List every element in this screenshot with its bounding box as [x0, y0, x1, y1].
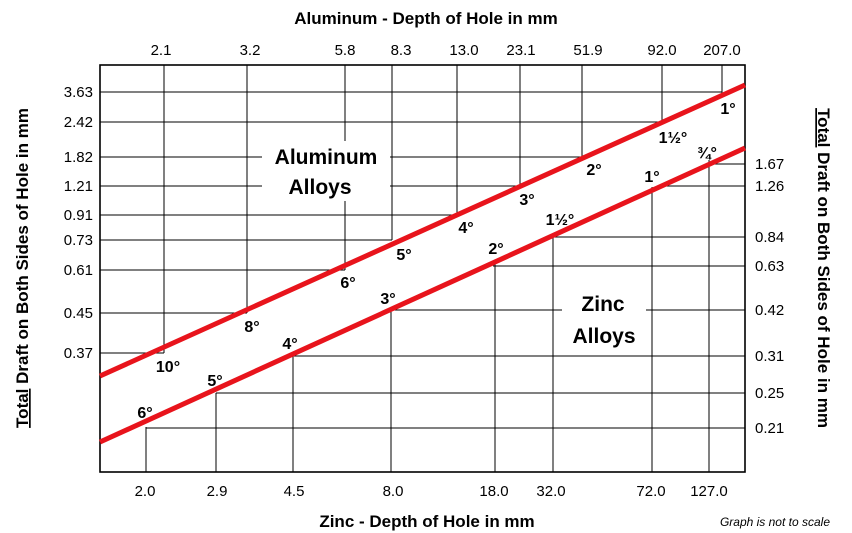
top-tick-label: 13.0 [449, 42, 478, 59]
bottom-tick-label: 4.5 [284, 483, 305, 500]
zinc-label-box [562, 284, 646, 350]
top-tick-label: 3.2 [240, 42, 261, 59]
left-axis-title-emphasis: Total [13, 389, 32, 428]
left-tick-label: 0.61 [64, 262, 93, 279]
aluminum-angle-label: 3° [519, 192, 534, 209]
bottom-tick-label: 18.0 [479, 483, 508, 500]
right-tick-label: 0.31 [755, 348, 784, 365]
aluminum-angle-label: 10° [156, 359, 180, 376]
bottom-tick-label: 2.0 [135, 483, 156, 500]
zinc-angle-label: 3° [380, 291, 395, 308]
zinc-angle-label: 4° [282, 336, 297, 353]
aluminum-label-line2: Alloys [288, 176, 351, 199]
top-tick-label: 92.0 [647, 42, 676, 59]
bottom-tick-label: 2.9 [207, 483, 228, 500]
aluminum-angle-label: 8° [244, 319, 259, 336]
aluminum-angle-label: 5° [396, 247, 411, 264]
plot-frame [99, 64, 746, 473]
right-tick-label: 1.67 [755, 156, 784, 173]
right-tick-label: 0.42 [755, 302, 784, 319]
zinc-label-line2: Alloys [572, 325, 635, 348]
zinc-angle-label: 5° [207, 373, 222, 390]
aluminum-alloys-line [98, 82, 747, 379]
zinc-angle-label: 1½° [546, 212, 575, 229]
zinc-alloys-line [98, 145, 747, 445]
left-axis-ticks: 3.63 2.42 1.82 1.21 0.91 0.73 0.61 0.45 … [64, 84, 93, 362]
top-tick-label: 207.0 [703, 42, 741, 59]
bottom-tick-label: 8.0 [383, 483, 404, 500]
right-axis-title: Total Draft on Both Sides of Hole in mm [814, 108, 833, 428]
aluminum-angle-label: 6° [340, 275, 355, 292]
top-tick-label: 5.8 [335, 42, 356, 59]
aluminum-angle-label: 1½° [659, 130, 688, 147]
left-tick-label: 0.91 [64, 207, 93, 224]
right-tick-label: 0.63 [755, 258, 784, 275]
bottom-axis-title: Zinc - Depth of Hole in mm [319, 512, 534, 531]
right-tick-label: 0.25 [755, 385, 784, 402]
right-axis-title-rest: Draft on Both Sides of Hole in mm [814, 147, 833, 428]
bottom-tick-label: 32.0 [536, 483, 565, 500]
aluminum-label-box [262, 141, 390, 201]
right-axis-title-emphasis: Total [814, 108, 833, 147]
bottom-tick-label: 127.0 [690, 483, 728, 500]
top-tick-label: 8.3 [391, 42, 412, 59]
aluminum-angle-label: 2° [586, 162, 601, 179]
zinc-angle-label: 2° [488, 241, 503, 258]
zinc-angle-label: 1° [644, 169, 659, 186]
left-axis-title: Total Draft on Both Sides of Hole in mm [13, 108, 32, 428]
zinc-angle-label: ¾° [697, 145, 717, 162]
left-tick-label: 2.42 [64, 114, 93, 131]
left-tick-label: 1.82 [64, 149, 93, 166]
aluminum-angle-label: 4° [458, 220, 473, 237]
right-axis-ticks: 1.67 1.26 0.84 0.63 0.42 0.31 0.25 0.21 [755, 156, 784, 437]
top-tick-label: 2.1 [151, 42, 172, 59]
top-axis-ticks: 2.1 3.2 5.8 8.3 13.0 23.1 51.9 92.0 207.… [151, 42, 741, 59]
left-tick-label: 3.63 [64, 84, 93, 101]
right-tick-label: 1.26 [755, 178, 784, 195]
scale-note: Graph is not to scale [720, 515, 830, 529]
aluminum-angle-label: 1° [720, 101, 735, 118]
left-axis-title-rest: Draft on Both Sides of Hole in mm [13, 108, 32, 389]
top-tick-label: 51.9 [573, 42, 602, 59]
left-tick-label: 0.73 [64, 232, 93, 249]
bottom-tick-label: 72.0 [636, 483, 665, 500]
aluminum-label-line1: Aluminum [275, 146, 378, 169]
zinc-label-line1: Zinc [581, 293, 624, 316]
zinc-angle-label: 6° [137, 405, 152, 422]
left-tick-label: 0.45 [64, 305, 93, 322]
top-tick-label: 23.1 [506, 42, 535, 59]
right-tick-label: 0.84 [755, 229, 784, 246]
left-tick-label: 1.21 [64, 178, 93, 195]
left-tick-label: 0.37 [64, 345, 93, 362]
right-tick-label: 0.21 [755, 420, 784, 437]
top-axis-title: Aluminum - Depth of Hole in mm [294, 9, 558, 28]
bottom-axis-ticks: 2.0 2.9 4.5 8.0 18.0 32.0 72.0 127.0 [135, 483, 728, 500]
